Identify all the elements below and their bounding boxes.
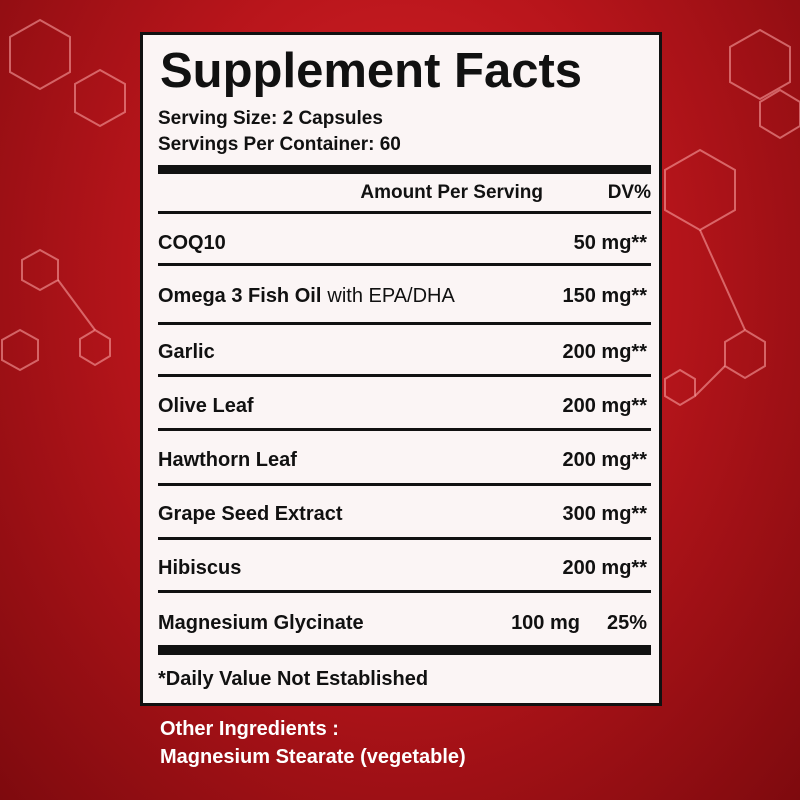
- divider: [158, 263, 651, 266]
- ingredient-dv: 25%: [606, 612, 647, 634]
- ingredient-name: Magnesium Glycinate: [158, 612, 364, 634]
- title: Supplement Facts: [160, 44, 583, 98]
- ingredient-amount: 150 mg**: [562, 285, 648, 307]
- ingredient-amount: 200 mg**: [562, 341, 648, 363]
- ingredient-note: with EPA/DHA: [327, 285, 455, 307]
- serving-size: Serving Size: 2 Capsules: [158, 108, 383, 129]
- divider: [158, 483, 651, 486]
- ingredient-amount: 200 mg**: [562, 395, 648, 417]
- ingredient-name: COQ10: [158, 232, 226, 254]
- footnote: *Daily Value Not Established: [158, 668, 429, 690]
- dv-header: DV%: [607, 182, 651, 203]
- ingredient-amount: 300 mg**: [562, 503, 648, 525]
- ingredient-name: Olive Leaf: [158, 395, 254, 417]
- servings-per-container: Servings Per Container: 60: [158, 134, 401, 155]
- facts-panel: Supplement Facts Serving Size: 2 Capsule…: [140, 32, 662, 706]
- ingredient-name: Grape Seed Extract: [158, 503, 343, 525]
- divider: [158, 590, 651, 593]
- ingredient-name: Omega 3 Fish Oil with EPA/DHA: [158, 285, 455, 307]
- ingredient-amount: 100 mg: [511, 612, 580, 634]
- ingredient-amount: 200 mg**: [562, 557, 648, 579]
- divider: [158, 211, 651, 214]
- ingredient-name: Garlic: [158, 341, 215, 363]
- divider-thick: [158, 645, 651, 655]
- other-ingredients-text: Magnesium Stearate (vegetable): [160, 746, 466, 768]
- ingredient-amount: 50 mg**: [573, 232, 647, 254]
- divider: [158, 374, 651, 377]
- ingredient-name: Hawthorn Leaf: [158, 449, 297, 471]
- ingredient-amount: 200 mg**: [562, 449, 648, 471]
- ingredient-name: Hibiscus: [158, 557, 242, 579]
- divider: [158, 428, 651, 431]
- divider: [158, 537, 651, 540]
- divider-thick: [158, 165, 651, 174]
- other-ingredients-heading: Other Ingredients :: [160, 718, 339, 740]
- amount-header: Amount Per Serving: [360, 182, 543, 203]
- divider: [158, 322, 651, 325]
